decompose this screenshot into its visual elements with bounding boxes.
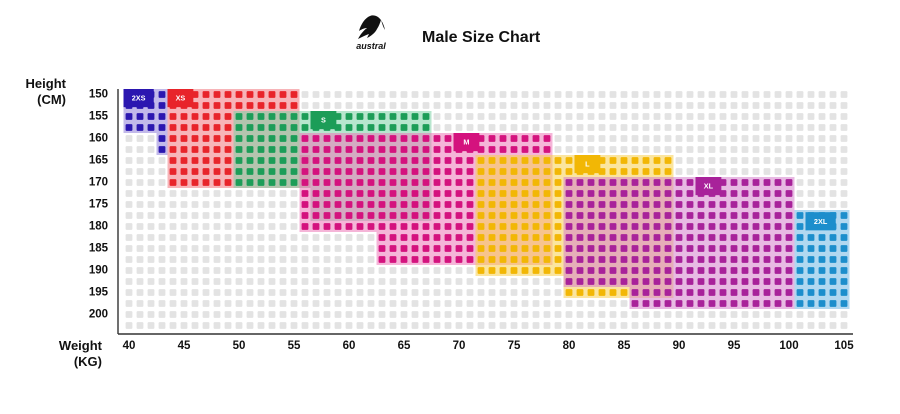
svg-text:40: 40: [123, 340, 136, 352]
svg-text:180: 180: [89, 221, 108, 233]
svg-text:55: 55: [288, 340, 301, 352]
svg-text:XS: XS: [176, 94, 186, 103]
svg-text:S: S: [321, 116, 326, 125]
svg-text:165: 165: [89, 155, 109, 167]
svg-text:190: 190: [89, 265, 108, 277]
svg-text:195: 195: [89, 287, 109, 299]
svg-text:105: 105: [834, 340, 854, 352]
svg-text:160: 160: [89, 133, 108, 145]
svg-text:170: 170: [89, 177, 108, 189]
svg-text:95: 95: [728, 340, 741, 352]
svg-text:100: 100: [779, 340, 798, 352]
svg-text:65: 65: [398, 340, 411, 352]
svg-text:80: 80: [563, 340, 576, 352]
svg-text:austral: austral: [356, 41, 386, 51]
svg-text:L: L: [585, 160, 590, 169]
svg-text:150: 150: [89, 89, 108, 101]
svg-text:175: 175: [89, 199, 109, 211]
svg-text:85: 85: [618, 340, 631, 352]
svg-text:2XS: 2XS: [132, 94, 146, 103]
svg-text:200: 200: [89, 309, 108, 321]
svg-text:45: 45: [178, 340, 191, 352]
svg-text:90: 90: [673, 340, 686, 352]
svg-text:70: 70: [453, 340, 466, 352]
svg-text:XL: XL: [704, 182, 714, 191]
svg-text:75: 75: [508, 340, 521, 352]
svg-text:50: 50: [233, 340, 246, 352]
svg-text:185: 185: [89, 243, 109, 255]
svg-text:60: 60: [343, 340, 356, 352]
svg-text:M: M: [463, 138, 469, 147]
svg-text:155: 155: [89, 111, 109, 123]
svg-text:2XL: 2XL: [814, 217, 828, 226]
